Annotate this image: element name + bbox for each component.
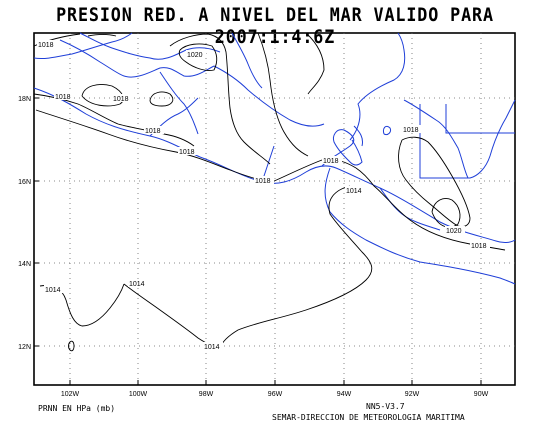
- lon-label: 98W: [199, 391, 214, 398]
- axis-labels: 102W 100W 98W 96W 94W 92W 90W 18N 16N 14…: [18, 96, 488, 398]
- isobar-label: 1018: [403, 127, 419, 134]
- lat-label: 16N: [18, 179, 31, 186]
- isobar-label: 1018: [179, 149, 195, 156]
- isobar-labels: 1018 1018 1018 1020 1018 1018 1018 1018 …: [37, 40, 490, 351]
- lat-label: 18N: [18, 96, 31, 103]
- lon-label: 90W: [474, 391, 489, 398]
- isobars: [33, 32, 506, 352]
- ticks: [34, 97, 482, 385]
- coastline: [33, 32, 516, 285]
- lon-label: 94W: [337, 391, 352, 398]
- agency-credit: SEMAR-DIRECCION DE METEOROLOGIA MARITIMA: [272, 413, 465, 422]
- isobar-label: 1018: [38, 42, 54, 49]
- lat-label: 12N: [18, 344, 31, 351]
- isobar-label: 1020: [446, 228, 462, 235]
- isobar-label: 1014: [129, 281, 145, 288]
- lon-label: 96W: [268, 391, 283, 398]
- model-version: NN5-V3.7: [366, 402, 405, 411]
- lon-label: 92W: [405, 391, 420, 398]
- isobar-label: 1014: [45, 287, 61, 294]
- map-frame: [33, 32, 516, 386]
- graticule: [34, 33, 515, 385]
- isobar-label: 1018: [145, 128, 161, 135]
- isobar-label: 1018: [323, 158, 339, 165]
- lat-label: 14N: [18, 261, 31, 268]
- isobar-label: 1018: [55, 94, 71, 101]
- map-title: PRESION RED. A NIVEL DEL MAR VALIDO PARA…: [56, 4, 494, 48]
- isobar-label: 1018: [113, 96, 129, 103]
- isobar-label: 1014: [346, 188, 362, 195]
- variable-caption: PRNN EN HPa (mb): [38, 404, 116, 413]
- isobar-label: 1018: [255, 178, 271, 185]
- isobar-label: 1018: [471, 243, 487, 250]
- lon-label: 100W: [129, 391, 148, 398]
- isobar-label: 1014: [204, 344, 220, 351]
- isobar-label: 1020: [187, 52, 203, 59]
- lon-label: 102W: [61, 391, 80, 398]
